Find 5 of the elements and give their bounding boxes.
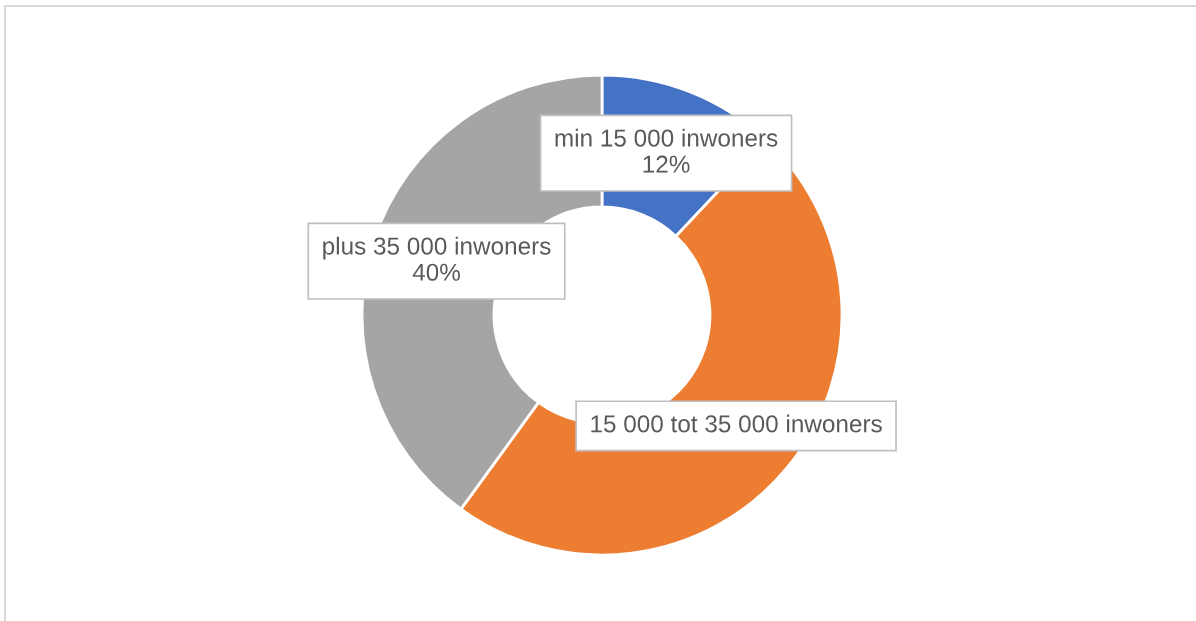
- slice-label: plus 35 000 inwoners: [323, 236, 551, 260]
- slice-label: 15 000 tot 35 000 inwoners: [591, 414, 882, 433]
- data-label: 12%: [643, 155, 690, 173]
- slice-label: min 15 000 inwoners: [555, 128, 778, 147]
- data-label: 40%: [412, 263, 460, 281]
